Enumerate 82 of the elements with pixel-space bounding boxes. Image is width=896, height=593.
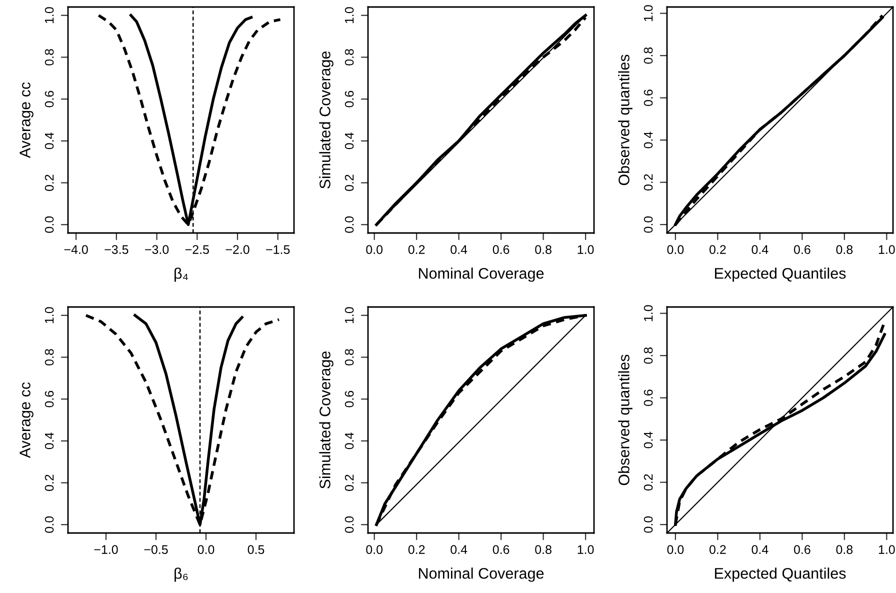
x-tick-label: 0.4 bbox=[450, 245, 468, 254]
x-tick-label: −3.0 bbox=[145, 245, 169, 254]
x-axis-title: Nominal Coverage bbox=[418, 268, 544, 282]
y-tick-label: 0.6 bbox=[344, 90, 354, 108]
x-tick-label: 0.6 bbox=[794, 545, 810, 554]
y-axis-title: Observed quantiles bbox=[618, 54, 632, 186]
y-tick-label: 0.8 bbox=[644, 347, 653, 364]
y-tick-label: 0.8 bbox=[644, 47, 653, 64]
x-tick-label: 0.0 bbox=[198, 545, 214, 554]
y-tick-label: 0.8 bbox=[44, 349, 54, 366]
y-tick-label: 1.0 bbox=[644, 5, 653, 22]
x-axis-title: Expected Quantiles bbox=[715, 268, 846, 282]
y-tick-label: 0.6 bbox=[644, 390, 653, 406]
y-tick-label: 0.0 bbox=[44, 216, 54, 233]
y-tick-label: 0.8 bbox=[344, 49, 354, 66]
y-tick-label: 0.2 bbox=[344, 174, 354, 191]
x-tick-label: 0.6 bbox=[492, 245, 510, 254]
y-tick-label: 0.6 bbox=[44, 90, 54, 108]
y-tick-label: 0.0 bbox=[644, 516, 653, 533]
x-tick-label: 0.0 bbox=[366, 545, 383, 554]
y-tick-label: 0.0 bbox=[44, 516, 54, 533]
x-tick-label: 0.5 bbox=[248, 545, 264, 554]
y-tick-label: 1.0 bbox=[644, 305, 653, 322]
y-tick-label: 0.2 bbox=[644, 474, 653, 491]
y-tick-label: 0.4 bbox=[44, 132, 54, 150]
x-axis-title: β₆ bbox=[174, 568, 188, 582]
y-tick-label: 0.4 bbox=[644, 132, 653, 148]
y-tick-label: 0.6 bbox=[344, 390, 354, 408]
x-axis-title: β₄ bbox=[174, 268, 188, 282]
x-axis-title: Nominal Coverage bbox=[418, 568, 544, 582]
y-tick-label: 0.4 bbox=[344, 432, 354, 450]
x-tick-label: 1.0 bbox=[878, 545, 895, 554]
x-tick-label: 0.0 bbox=[667, 545, 684, 554]
x-tick-label: 1.0 bbox=[578, 545, 594, 554]
y-tick-label: 1.0 bbox=[44, 7, 54, 24]
y-tick-label: 0.4 bbox=[344, 132, 354, 150]
x-tick-label: −1.0 bbox=[94, 545, 118, 554]
x-tick-label: −3.5 bbox=[104, 245, 128, 254]
y-tick-label: 0.2 bbox=[644, 174, 653, 191]
x-tick-label: 1.0 bbox=[578, 245, 594, 254]
y-tick-label: 1.0 bbox=[344, 307, 354, 324]
x-tick-label: −2.0 bbox=[226, 245, 250, 254]
x-tick-label: −2.5 bbox=[185, 245, 209, 254]
x-tick-label: 0.8 bbox=[535, 545, 552, 554]
y-tick-label: 1.0 bbox=[44, 307, 54, 324]
x-tick-label: 0.8 bbox=[535, 245, 552, 254]
x-tick-label: −1.5 bbox=[266, 245, 290, 254]
x-tick-label: 0.2 bbox=[709, 545, 726, 554]
x-tick-label: 0.4 bbox=[752, 245, 768, 254]
x-tick-label: 0.6 bbox=[492, 545, 510, 554]
y-tick-label: 0.8 bbox=[44, 49, 54, 66]
x-tick-label: 0.4 bbox=[450, 545, 468, 554]
y-tick-label: 0.6 bbox=[44, 390, 54, 408]
x-tick-label: 0.8 bbox=[836, 245, 853, 254]
y-axis-title: Average cc bbox=[20, 82, 34, 158]
x-axis-title: Expected Quantiles bbox=[715, 568, 846, 582]
x-tick-label: 0.2 bbox=[408, 545, 425, 554]
x-tick-label: −4.0 bbox=[64, 245, 88, 254]
x-tick-label: 0.0 bbox=[667, 245, 684, 254]
x-tick-label: 0.2 bbox=[408, 245, 425, 254]
y-axis-title: Simulated Coverage bbox=[319, 351, 334, 489]
x-tick-label: 0.8 bbox=[836, 545, 853, 554]
y-tick-label: 0.4 bbox=[44, 432, 54, 450]
x-tick-label: 0.6 bbox=[794, 245, 810, 254]
x-tick-label: −0.5 bbox=[144, 545, 168, 554]
y-tick-label: 0.2 bbox=[44, 474, 54, 491]
x-tick-label: 0.0 bbox=[366, 245, 383, 254]
x-tick-label: 1.0 bbox=[878, 245, 895, 254]
y-tick-label: 1.0 bbox=[344, 7, 354, 24]
x-tick-label: 0.2 bbox=[709, 245, 726, 254]
y-tick-label: 0.2 bbox=[44, 174, 54, 191]
x-tick-label: 0.4 bbox=[752, 545, 768, 554]
y-tick-label: 0.8 bbox=[344, 349, 354, 366]
y-tick-label: 0.0 bbox=[644, 216, 653, 233]
y-axis-title: Observed quantiles bbox=[618, 354, 632, 486]
y-axis-title: Simulated Coverage bbox=[319, 51, 334, 189]
y-tick-label: 0.0 bbox=[344, 516, 354, 533]
y-axis-title: Average cc bbox=[20, 382, 34, 458]
y-tick-label: 0.6 bbox=[644, 90, 653, 106]
y-tick-label: 0.0 bbox=[344, 216, 354, 233]
y-tick-label: 0.4 bbox=[644, 432, 653, 448]
y-tick-label: 0.2 bbox=[344, 474, 354, 491]
